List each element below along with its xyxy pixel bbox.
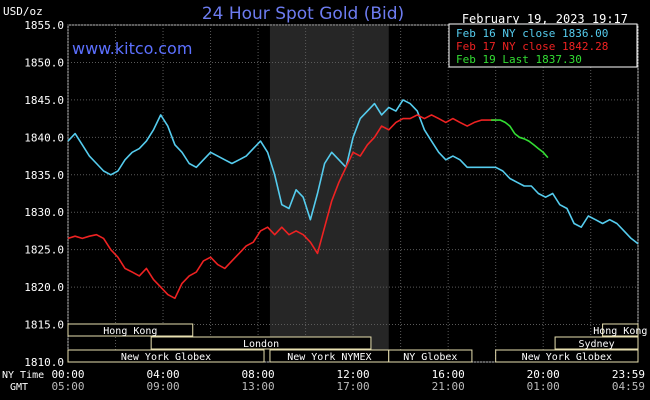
market-session-bar [67, 349, 265, 363]
market-session: Hong Kong [593, 323, 647, 337]
market-session-bar [495, 349, 639, 363]
market-session-bar [602, 323, 639, 337]
y-tick-label: 1840.0 [24, 131, 64, 144]
market-session-label: NY Globex [403, 352, 457, 363]
x-tick-label-ny: 16:00 [432, 368, 465, 381]
x-tick-label-gmt: 21:00 [432, 380, 465, 393]
x-tick-label-ny: 04:00 [146, 368, 179, 381]
watermark: www.kitco.com [72, 39, 192, 58]
x-tick-label-ny: 23:59 [612, 368, 645, 381]
series-lines [67, 99, 639, 300]
nymex-session-shade [269, 26, 389, 362]
market-session-bar [67, 323, 194, 337]
legend-box [448, 23, 638, 68]
y-tick-label: 1855.0 [24, 19, 64, 32]
market-session-label: New York Globex [121, 352, 211, 363]
y-tick-label: 1830.0 [24, 206, 64, 219]
y-tick-label: 1820.0 [24, 281, 64, 294]
market-session: New York Globex [67, 349, 265, 363]
market-session: New York Globex [495, 349, 639, 363]
market-session: New York NYMEX [269, 349, 390, 363]
y-tick-label: 1810.0 [24, 356, 64, 369]
market-session-bar [388, 349, 473, 363]
market-session-label: New York Globex [522, 352, 612, 363]
x-tick-label-gmt: 01:00 [527, 380, 560, 393]
x-tick-label-ny: 00:00 [51, 368, 84, 381]
x-row-label-gmt: GMT [10, 382, 28, 393]
legend-entry-feb19: Feb 19 Last 1837.30 [456, 53, 582, 66]
x-tick-label-gmt: 13:00 [242, 380, 275, 393]
y-tick-label: 1850.0 [24, 56, 64, 69]
timestamp: February 19, 2023 19:17 [462, 12, 628, 26]
series-line-feb-16 [67, 99, 639, 245]
y-axis-ticks: 1855.0 1850.0 1845.0 1840.0 1835.0 1830.0 1825… [24, 19, 64, 369]
y-tick-label: 1835.0 [24, 169, 64, 182]
series-line-feb-17 [67, 114, 496, 300]
x-tick-label-ny: 08:00 [242, 368, 275, 381]
x-tick-label-ny: 12:00 [337, 368, 370, 381]
x-tick-label-ny: 20:00 [527, 368, 560, 381]
x-tick-label-gmt: 17:00 [337, 380, 370, 393]
market-session: Sydney [554, 336, 639, 350]
y-tick-label: 1815.0 [24, 319, 64, 332]
x-tick-label-gmt: 04:59 [612, 380, 645, 393]
market-session: NY Globex [388, 349, 473, 363]
market-session: Hong Kong [67, 323, 194, 337]
y-unit-label: USD/oz [3, 5, 43, 18]
y-tick-label: 1845.0 [24, 94, 64, 107]
market-session: London [150, 336, 372, 350]
market-sessions: Hong Kong Hong Kong London Sydney New York G… [67, 323, 647, 363]
legend-entry-feb17: Feb 17 NY close 1842.28 [456, 40, 608, 53]
market-session-label: Hong Kong [103, 326, 157, 337]
y-tick-label: 1825.0 [24, 244, 64, 257]
x-tick-label-gmt: 09:00 [146, 380, 179, 393]
market-session-label: Sydney [578, 339, 614, 350]
legend: Feb 16 NY close 1836.00 Feb 17 NY close … [448, 23, 638, 68]
market-session-label: Hong Kong [593, 326, 647, 337]
legend-entry-feb16: Feb 16 NY close 1836.00 [456, 27, 608, 40]
market-session-bar [150, 336, 372, 350]
x-row-label-ny: NY Time [2, 370, 44, 381]
series-line-feb-19 [490, 119, 549, 159]
chart-title: 24 Hour Spot Gold (Bid) [202, 4, 404, 24]
market-session-bar [554, 336, 639, 350]
market-session-label: New York NYMEX [287, 352, 371, 363]
x-tick-label-gmt: 05:00 [51, 380, 84, 393]
market-session-label: London [243, 339, 279, 350]
